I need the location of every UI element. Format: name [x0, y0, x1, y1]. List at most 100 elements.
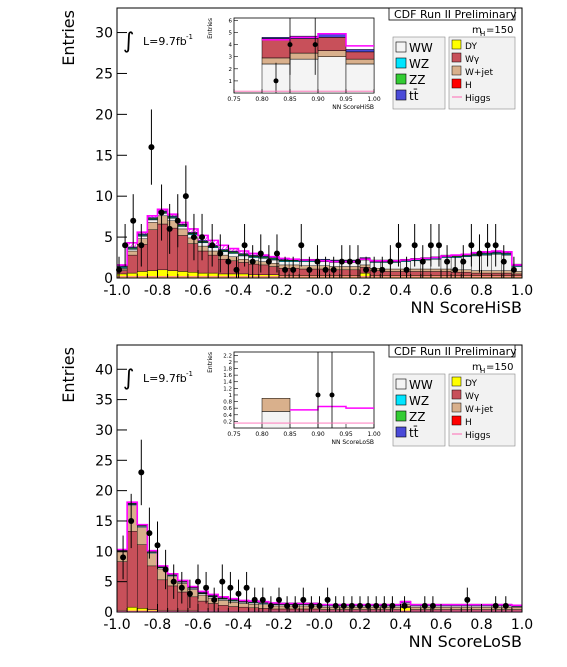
inset-x-axis-title: NN ScoreHiSB	[332, 104, 374, 111]
mass-label: m	[472, 362, 482, 373]
x-tick-label: -0.6	[184, 283, 211, 299]
signal-hatch	[272, 256, 276, 258]
data-point	[217, 250, 224, 257]
signal-hatch	[207, 240, 212, 246]
data-point	[116, 266, 123, 273]
data-point	[365, 602, 372, 609]
data-point	[138, 242, 145, 249]
legend-label-H: H	[465, 81, 472, 91]
data-point	[225, 258, 232, 265]
chart-panel-0: -1.0 -0.8 -0.6 -0.4 -0.2 -0.0 0.2 0.4 0.6 0.8 1.00…	[59, 7, 533, 317]
inset-bar-W+jet	[317, 50, 347, 57]
signal-hatch	[133, 242, 138, 248]
signal-hatch	[228, 248, 232, 252]
signal-hatch	[116, 264, 121, 267]
signal-hatch	[123, 264, 128, 267]
y-axis-title: Entries	[59, 347, 78, 403]
bar-tt̄	[268, 257, 280, 259]
inset-y-tick-label: 0.4	[223, 413, 232, 419]
bar-W+jet	[147, 553, 158, 567]
series-Wγ	[116, 531, 523, 611]
signal-hatch	[137, 231, 141, 235]
inset-x-tick-label: 0.80	[255, 96, 269, 103]
data-point	[332, 602, 339, 609]
luminosity-exponent: -1	[186, 370, 193, 378]
bar-W+jet	[450, 606, 462, 610]
data-point	[338, 258, 345, 265]
data-point	[427, 242, 434, 249]
x-tick-label: -1.0	[103, 283, 130, 299]
data-point	[452, 266, 459, 273]
bar-W+jet	[218, 600, 229, 606]
y-tick-label: 25	[95, 66, 113, 82]
legend-swatch-H	[451, 78, 462, 89]
signal-hatch	[245, 250, 249, 254]
bar-WW	[147, 219, 158, 223]
inset-data-point	[312, 42, 318, 48]
signal-hatch	[248, 253, 252, 256]
chart-panel-1: -1.0 -0.8 -0.6 -0.4 -0.2 -0.0 0.2 0.4 0.6 0.8 1.00…	[59, 344, 533, 651]
inset-y-tick-label: 1.6	[223, 373, 232, 379]
legend-label-ZZ: ZZ	[409, 410, 425, 424]
bar-W+jet	[440, 606, 452, 610]
bar-Wγ	[339, 269, 351, 276]
bar-tt̄	[248, 254, 259, 257]
signal-hatch	[505, 251, 509, 254]
legend-label-WZ: WZ	[409, 57, 429, 71]
bar-Wγ	[268, 608, 280, 611]
inset-x-axis-title: NN ScoreLoSB	[331, 439, 374, 446]
bar-tt̄	[167, 215, 178, 217]
data-point	[387, 258, 394, 265]
bar-Wγ	[491, 272, 502, 276]
bar-tt̄	[319, 258, 330, 261]
y-tick-label: 35	[95, 393, 113, 409]
signal-hatch	[215, 594, 219, 596]
data-point	[444, 258, 451, 265]
signal-hatch	[217, 245, 222, 250]
signal-hatch	[205, 590, 209, 593]
data-point	[290, 266, 297, 273]
data-point	[371, 266, 378, 273]
data-point	[178, 584, 185, 591]
inset-bar-Wγ	[345, 51, 375, 60]
data-points	[120, 439, 509, 612]
bar-Wγ	[116, 561, 128, 611]
bar-Wγ	[238, 262, 249, 275]
legend-label-Wg: Wγ	[465, 55, 480, 65]
x-tick-label: 1.0	[511, 283, 533, 299]
bar-W+jet	[197, 594, 209, 602]
data-point	[195, 578, 201, 585]
bar-Wγ	[238, 606, 249, 611]
legend-label-Wjet: W+jet	[465, 68, 493, 78]
inset-x-tick-label: 0.85	[283, 431, 297, 438]
signal-hatch	[134, 501, 138, 504]
signal-hatch	[235, 248, 239, 252]
data-point	[174, 217, 181, 224]
data-point	[227, 584, 234, 591]
data-point	[292, 602, 299, 609]
data-point	[282, 266, 289, 273]
legend-swatch-Wjet	[451, 65, 462, 76]
data-point	[284, 602, 291, 609]
chart-title: CDF Run II Preliminary	[394, 345, 517, 358]
bar-DY	[116, 273, 128, 279]
bar-W+jet	[238, 258, 249, 263]
inset-bar-W+jet	[345, 58, 375, 65]
bar-Wγ	[207, 603, 219, 611]
bar-W+jet	[461, 269, 472, 273]
data-point	[158, 209, 165, 216]
x-tick-label: 0.4	[389, 617, 411, 633]
inset-y-tick-label: 3	[229, 55, 233, 61]
signal-hatch	[262, 254, 266, 257]
bar-Wγ	[157, 223, 168, 271]
bar-Wγ	[248, 263, 259, 275]
bar-WW	[299, 261, 310, 266]
legend-swatch-DY	[451, 39, 462, 50]
inset-panel: 0.75 0.80 0.85 0.90 0.95 1.00 1 2 3 4 5 6 NN ScoreHi…	[207, 17, 381, 111]
signal-hatch	[508, 251, 512, 254]
data-point	[468, 242, 475, 249]
bar-tt̄	[278, 258, 290, 261]
data-point	[403, 266, 410, 273]
bar-Wγ	[228, 606, 239, 611]
x-tick-label: -1.0	[103, 617, 130, 633]
